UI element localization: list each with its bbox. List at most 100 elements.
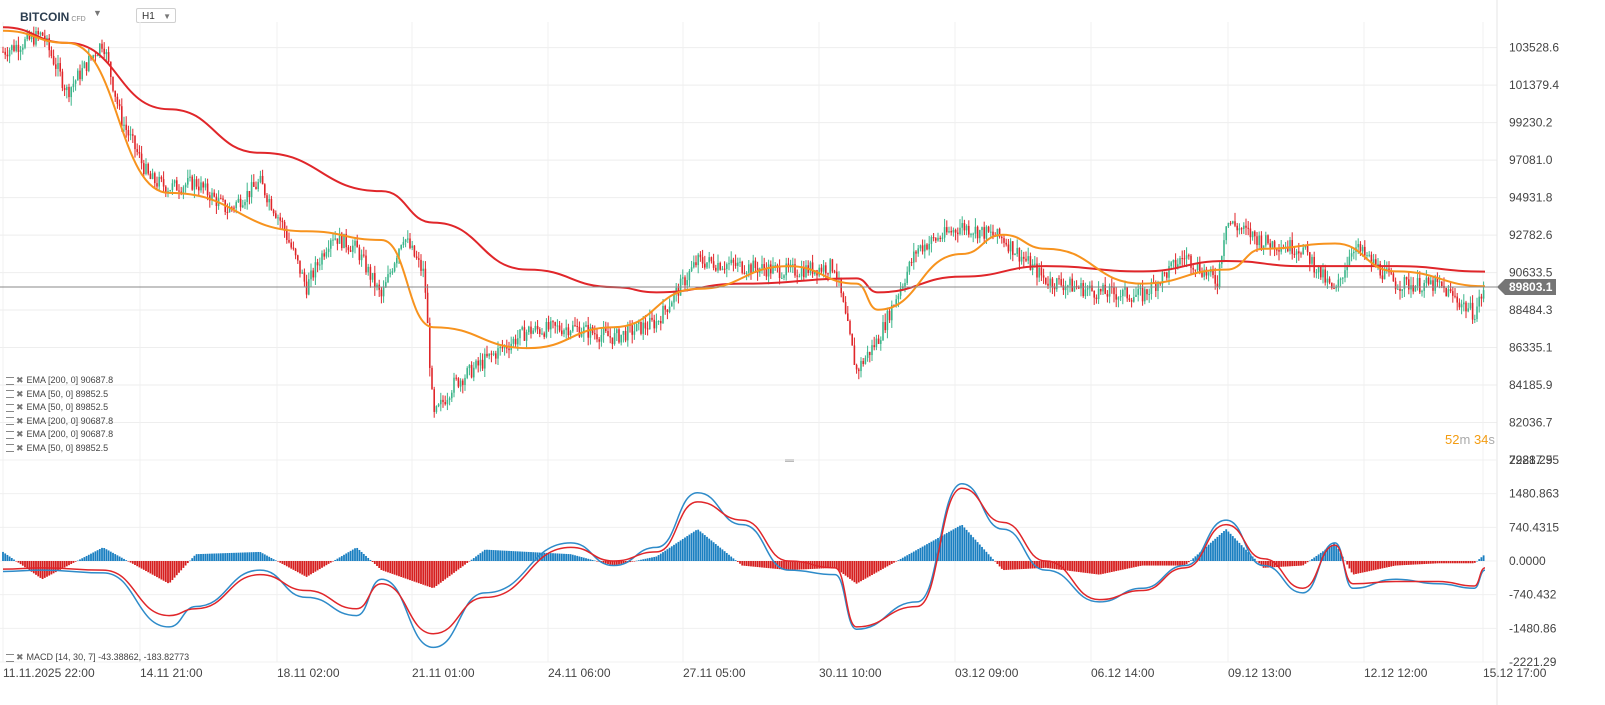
ema-legend[interactable]: ✖ EMA [50, 0] 89852.5 [6, 389, 108, 400]
candle-body [1229, 222, 1232, 224]
macd-histogram-bar [1183, 561, 1186, 566]
candle-body [1170, 262, 1172, 267]
candle-body [748, 264, 750, 273]
candle-body [930, 237, 933, 244]
candle-body [739, 261, 741, 263]
candle-body [706, 262, 708, 268]
candle-body [8, 50, 11, 57]
macd-histogram-bar [637, 560, 640, 562]
symbol-selector[interactable]: BITCOIN CFD [20, 10, 86, 24]
ema-legend[interactable]: ✖ EMA [50, 0] 89852.5 [6, 402, 108, 413]
settings-icon[interactable] [6, 403, 14, 412]
ema-legend[interactable]: ✖ EMA [50, 0] 89852.5 [6, 443, 108, 454]
macd-histogram-bar [985, 551, 988, 562]
candle-body [695, 262, 697, 266]
macd-histogram-bar [853, 561, 856, 583]
candle-body [475, 360, 477, 368]
candle-body [365, 255, 367, 273]
settings-icon[interactable] [6, 444, 14, 453]
settings-icon[interactable] [6, 430, 14, 439]
macd-histogram-bar [1427, 561, 1430, 564]
macd-histogram-bar [1319, 552, 1322, 562]
macd-histogram-bar [299, 561, 301, 574]
macd-histogram-bar [1348, 561, 1351, 569]
candle-body [30, 34, 33, 40]
macd-histogram-bar [497, 550, 499, 562]
macd-histogram-bar [1440, 561, 1443, 564]
candle-body [842, 293, 845, 302]
macd-histogram-bar [120, 557, 123, 562]
macd-histogram-bar [1401, 561, 1404, 566]
candle-body [288, 239, 290, 243]
macd-histogram-bar [475, 556, 477, 562]
macd-histogram-bar [167, 561, 169, 584]
macd-histogram-bar [1368, 561, 1371, 572]
macd-histogram-bar [611, 561, 614, 566]
macd-histogram-bar [701, 533, 704, 562]
macd-histogram-bar [703, 535, 706, 562]
symbol-caret-icon[interactable]: ▼ [93, 8, 102, 18]
candle-body [1309, 252, 1311, 264]
macd-histogram-bar [15, 561, 18, 562]
close-icon[interactable]: ✖ [16, 402, 24, 412]
ema-legend[interactable]: ✖ EMA [200, 0] 90687.8 [6, 416, 113, 427]
macd-histogram-bar [1379, 561, 1382, 569]
candle-body [602, 328, 605, 336]
macd-histogram-bar [272, 559, 275, 562]
candle-body [800, 268, 803, 277]
candle-body [913, 251, 915, 263]
close-icon[interactable]: ✖ [16, 429, 24, 439]
settings-icon[interactable] [6, 417, 14, 426]
macd-histogram-bar [314, 561, 317, 572]
candle-body [1067, 285, 1069, 288]
macd-histogram-bar [180, 561, 183, 571]
candle-body [1258, 235, 1260, 246]
candle-body [866, 351, 869, 358]
candle-body [184, 184, 187, 188]
candle-body [508, 348, 510, 351]
settings-icon[interactable] [6, 390, 14, 399]
candle-body [290, 242, 292, 248]
macd-histogram-bar [1278, 561, 1280, 567]
macd-histogram-bar [200, 553, 202, 562]
macd-histogram-bar [1132, 561, 1135, 568]
candle-body [783, 275, 785, 278]
chart-header: BITCOIN CFD ▼ H1 ▼ [0, 0, 1605, 28]
macd-histogram-bar [952, 529, 955, 562]
ema-legend[interactable]: ✖ EMA [200, 0] 90687.8 [6, 375, 113, 386]
close-icon[interactable]: ✖ [16, 388, 24, 399]
close-icon[interactable]: ✖ [16, 652, 24, 662]
macd-histogram-bar [202, 553, 205, 562]
candle-body [420, 259, 422, 271]
close-icon[interactable]: ✖ [16, 442, 24, 453]
timeframe-select[interactable]: H1 ▼ [136, 8, 176, 23]
ema-legend[interactable]: ✖ EMA [200, 0] 90687.8 [6, 429, 113, 440]
macd-histogram-bar [85, 555, 88, 562]
candle-body [374, 273, 376, 288]
macd-histogram-bar [1269, 561, 1272, 568]
settings-icon[interactable] [6, 653, 14, 662]
candle-body [237, 198, 240, 203]
macd-histogram-bar [1102, 561, 1104, 574]
candle-body [734, 262, 737, 266]
candle-body [1254, 231, 1256, 237]
settings-icon[interactable] [6, 376, 14, 385]
macd-histogram-bar [684, 537, 686, 562]
macd-histogram-bar [1390, 561, 1393, 567]
candle-body [275, 213, 277, 218]
macd-histogram-bar [532, 552, 535, 562]
close-icon[interactable]: ✖ [16, 415, 24, 426]
macd-histogram-bar [604, 561, 607, 564]
candle-body [1262, 245, 1265, 249]
macd-histogram-bar [1357, 561, 1360, 574]
macd-histogram-bar [305, 561, 308, 577]
candle-body [165, 186, 167, 193]
candle-body [345, 233, 347, 248]
price-tick-label: 84185.9 [1509, 378, 1553, 392]
macd-histogram-bar [1346, 561, 1349, 565]
macd-histogram-bar [334, 559, 337, 562]
macd-legend[interactable]: ✖ MACD [14, 30, 7] -43.38862, -183.82773 [6, 652, 189, 663]
close-icon[interactable]: ✖ [16, 375, 24, 385]
macd-histogram-bar [1150, 561, 1153, 566]
